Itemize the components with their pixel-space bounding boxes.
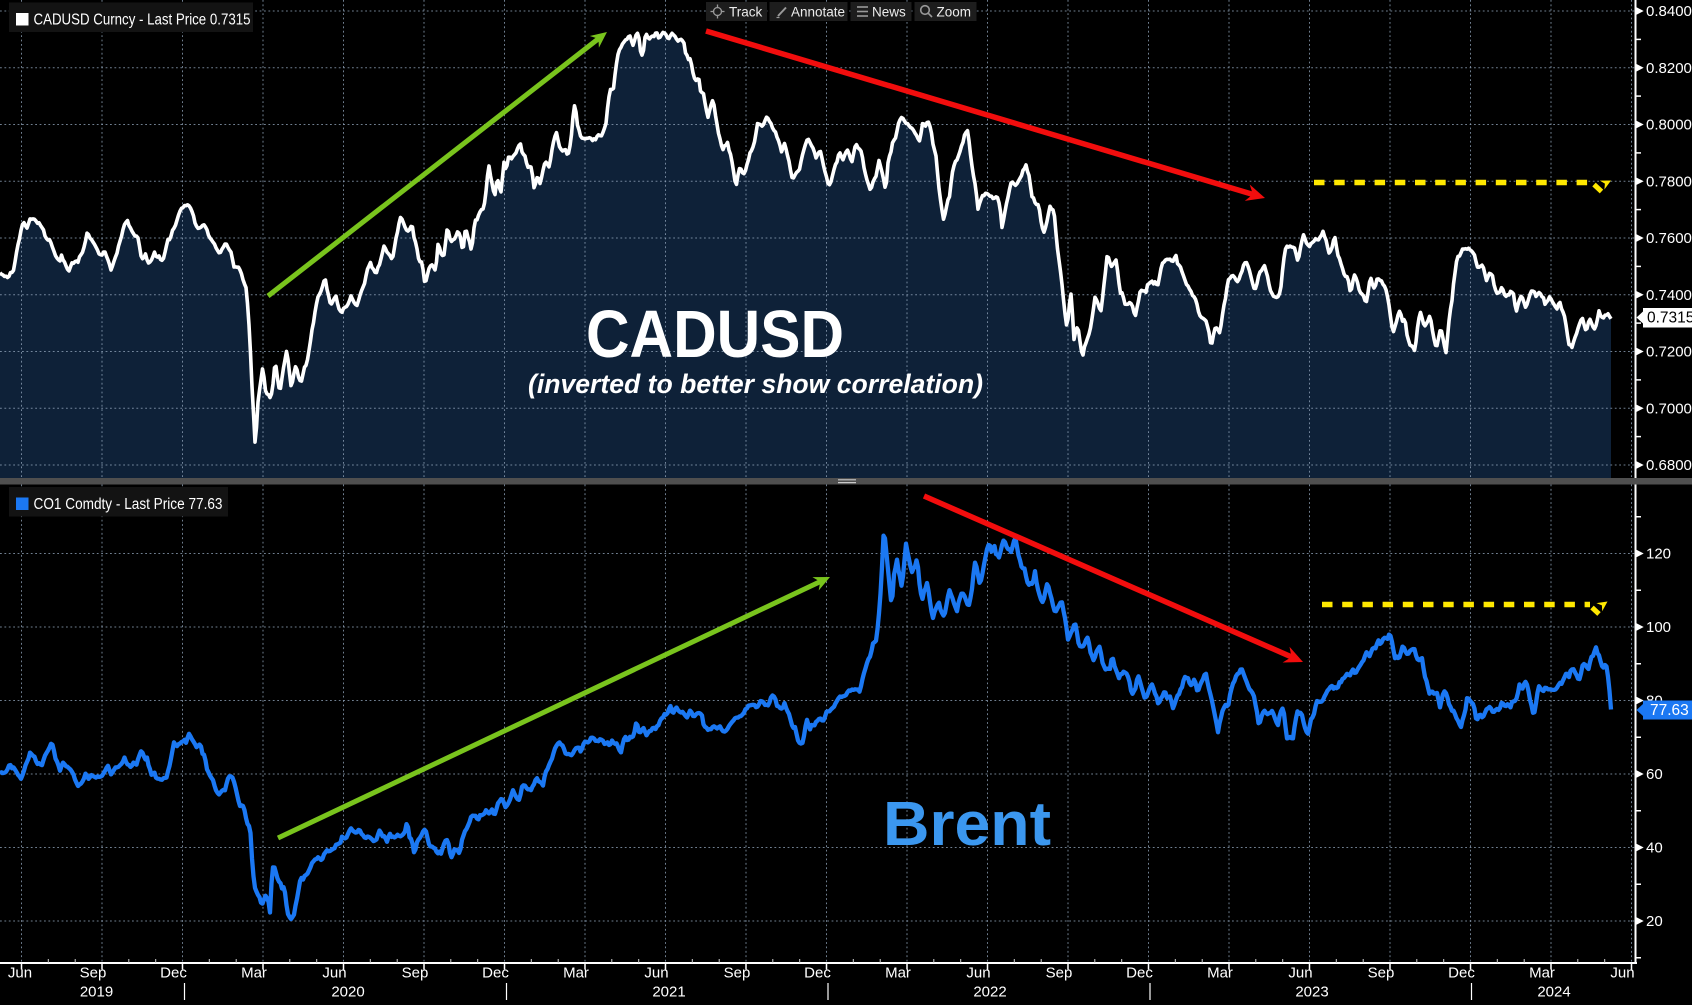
svg-text:0.7000: 0.7000 — [1646, 400, 1692, 417]
svg-text:Mar: Mar — [241, 965, 267, 982]
svg-text:Track: Track — [729, 5, 762, 20]
svg-text:Jun: Jun — [8, 965, 32, 982]
svg-text:Mar: Mar — [885, 965, 911, 982]
svg-text:Sep: Sep — [80, 965, 107, 982]
svg-text:77.63: 77.63 — [1650, 702, 1689, 719]
svg-text:Jun: Jun — [1288, 965, 1312, 982]
svg-text:120: 120 — [1646, 546, 1671, 563]
svg-text:Mar: Mar — [1529, 965, 1555, 982]
svg-text:Dec: Dec — [804, 965, 831, 982]
svg-text:0.7600: 0.7600 — [1646, 230, 1692, 247]
svg-text:CO1 Comdty - Last Price 77.63: CO1 Comdty - Last Price 77.63 — [34, 496, 223, 513]
svg-text:0.7200: 0.7200 — [1646, 344, 1692, 361]
svg-text:CADUSD Curncy - Last Price 0.7: CADUSD Curncy - Last Price 0.7315 — [34, 12, 251, 29]
svg-text:Jun: Jun — [966, 965, 990, 982]
svg-text:2023: 2023 — [1295, 984, 1328, 1001]
svg-text:100: 100 — [1646, 619, 1671, 636]
svg-text:20: 20 — [1646, 913, 1663, 930]
svg-text:Sep: Sep — [1046, 965, 1073, 982]
svg-text:Dec: Dec — [1126, 965, 1153, 982]
svg-text:0.8400: 0.8400 — [1646, 3, 1692, 20]
svg-text:Mar: Mar — [1207, 965, 1233, 982]
svg-text:0.7315: 0.7315 — [1647, 310, 1692, 327]
svg-text:2019: 2019 — [80, 984, 113, 1001]
svg-text:Sep: Sep — [402, 965, 429, 982]
svg-text:2021: 2021 — [652, 984, 685, 1001]
svg-text:Zoom: Zoom — [937, 5, 972, 20]
svg-text:News: News — [872, 5, 906, 20]
svg-text:0.8200: 0.8200 — [1646, 60, 1692, 77]
svg-text:Dec: Dec — [482, 965, 509, 982]
svg-text:2024: 2024 — [1537, 984, 1570, 1001]
svg-text:Sep: Sep — [724, 965, 751, 982]
svg-text:Jun: Jun — [1610, 965, 1634, 982]
svg-text:Brent: Brent — [883, 790, 1051, 859]
svg-text:Mar: Mar — [563, 965, 589, 982]
svg-text:Sep: Sep — [1368, 965, 1395, 982]
svg-text:Dec: Dec — [1448, 965, 1475, 982]
svg-text:0.7400: 0.7400 — [1646, 287, 1692, 304]
svg-text:Dec: Dec — [160, 965, 187, 982]
svg-text:40: 40 — [1646, 840, 1663, 857]
svg-text:(inverted to better show corre: (inverted to better show correlation) — [528, 369, 983, 399]
svg-text:Annotate: Annotate — [791, 5, 845, 20]
svg-text:0.7800: 0.7800 — [1646, 173, 1692, 190]
svg-text:0.6800: 0.6800 — [1646, 457, 1692, 474]
svg-text:60: 60 — [1646, 766, 1663, 783]
svg-text:Jun: Jun — [322, 965, 346, 982]
svg-text:Jun: Jun — [644, 965, 668, 982]
svg-text:2022: 2022 — [973, 984, 1006, 1001]
svg-text:0.8000: 0.8000 — [1646, 117, 1692, 134]
svg-text:2020: 2020 — [331, 984, 364, 1001]
svg-text:CADUSD: CADUSD — [586, 297, 844, 372]
